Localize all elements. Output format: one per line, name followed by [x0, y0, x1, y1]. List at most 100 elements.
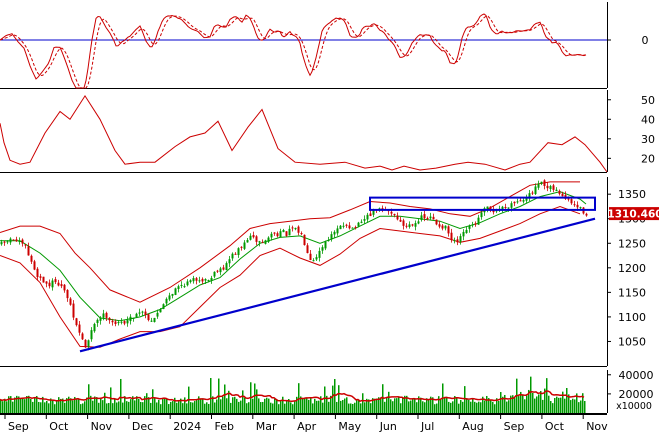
volume-bar	[344, 398, 346, 413]
candle-down	[63, 284, 66, 291]
volume-bar	[364, 402, 366, 413]
volume-bar	[194, 401, 196, 413]
candle-up	[462, 231, 465, 237]
volume-bar	[176, 402, 178, 413]
candle-down	[447, 226, 450, 234]
candle-down	[222, 267, 225, 270]
volume-bar	[548, 395, 550, 413]
candle-down	[111, 320, 114, 323]
x-tick-label: Dec	[132, 420, 153, 433]
support-trendline	[79, 217, 596, 353]
volume-bar	[234, 396, 236, 413]
candle-down	[147, 314, 150, 321]
candle-up	[96, 319, 99, 324]
volume-bar	[54, 404, 56, 413]
candle-up	[243, 242, 246, 249]
volume-bar	[128, 401, 130, 413]
candle-down	[435, 219, 438, 225]
volume-bar	[118, 401, 120, 413]
candle-up	[510, 203, 513, 208]
volume-bar	[420, 397, 422, 413]
volume-bar	[6, 401, 8, 413]
volume-bar	[76, 399, 78, 413]
candle-up	[522, 200, 525, 202]
volume-bar	[468, 399, 470, 413]
volume-bar	[448, 401, 450, 413]
volume-bar	[132, 396, 134, 413]
candle-down	[216, 270, 219, 272]
volume-bar	[338, 385, 340, 413]
candle-down	[297, 226, 300, 233]
candle-up	[99, 317, 102, 321]
candle-up	[204, 279, 207, 281]
volume-bar	[388, 391, 390, 413]
volume-bar	[350, 403, 352, 413]
adx-line	[0, 94, 608, 173]
volume-bar	[334, 379, 336, 413]
volume-bar	[290, 402, 292, 413]
volume-bar	[574, 399, 576, 413]
candle-up	[333, 231, 336, 235]
volume-bar	[430, 396, 432, 413]
candle-down	[72, 303, 75, 318]
volume-bar	[404, 395, 406, 413]
candle-up	[471, 224, 474, 226]
volume-bar	[444, 396, 446, 413]
volume-bar	[142, 402, 144, 413]
candle-up	[465, 229, 468, 234]
candle-up	[429, 216, 432, 219]
candle-down	[576, 204, 579, 208]
candle-down	[474, 223, 477, 225]
candle-up	[18, 241, 21, 243]
volume-bar	[324, 386, 326, 413]
volume-bar	[40, 402, 42, 413]
candle-up	[168, 295, 171, 300]
candle-up	[117, 322, 120, 324]
candle-up	[339, 225, 342, 230]
volume-bar	[228, 390, 230, 413]
adx-tick-label: 20	[641, 152, 655, 165]
volume-bar	[304, 397, 306, 413]
volume-bar	[116, 402, 118, 413]
candle-down	[405, 225, 408, 227]
volume-bar	[426, 398, 428, 413]
candle-down	[426, 217, 429, 219]
volume-bar	[134, 400, 136, 413]
volume-bar	[184, 397, 186, 413]
volume-bar	[14, 397, 16, 413]
candle-down	[291, 227, 294, 229]
candle-up	[315, 257, 318, 260]
candle-down	[285, 231, 288, 236]
candle-up	[249, 235, 252, 240]
volume-bar	[534, 398, 536, 413]
volume-bar	[416, 402, 418, 413]
candle-up	[135, 313, 138, 318]
candle-up	[141, 311, 144, 313]
candle-down	[24, 244, 27, 246]
volume-bar	[170, 401, 172, 413]
candle-up	[138, 312, 141, 314]
candle-up	[6, 241, 9, 243]
candle-up	[129, 316, 132, 322]
volume-bar	[562, 391, 564, 413]
volume-bar	[70, 398, 72, 413]
volume-bar	[216, 399, 218, 413]
candle-up	[288, 228, 291, 236]
candle-up	[330, 234, 333, 240]
volume-bar	[274, 398, 276, 413]
volume-bar	[30, 398, 32, 413]
candle-down	[381, 208, 384, 210]
volume-bar	[576, 393, 578, 413]
volume-bar	[196, 399, 198, 413]
volume-bar	[484, 400, 486, 413]
volume-bar	[452, 401, 454, 413]
volume-bar	[342, 400, 344, 413]
candle-down	[60, 284, 63, 287]
x-tick-label: Nov	[586, 420, 608, 433]
volume-bar	[42, 396, 44, 413]
volume-bar	[330, 395, 332, 413]
x-tick-label: Oct	[49, 420, 69, 433]
volume-bar	[504, 394, 506, 413]
bollinger-upper-band	[0, 181, 580, 303]
